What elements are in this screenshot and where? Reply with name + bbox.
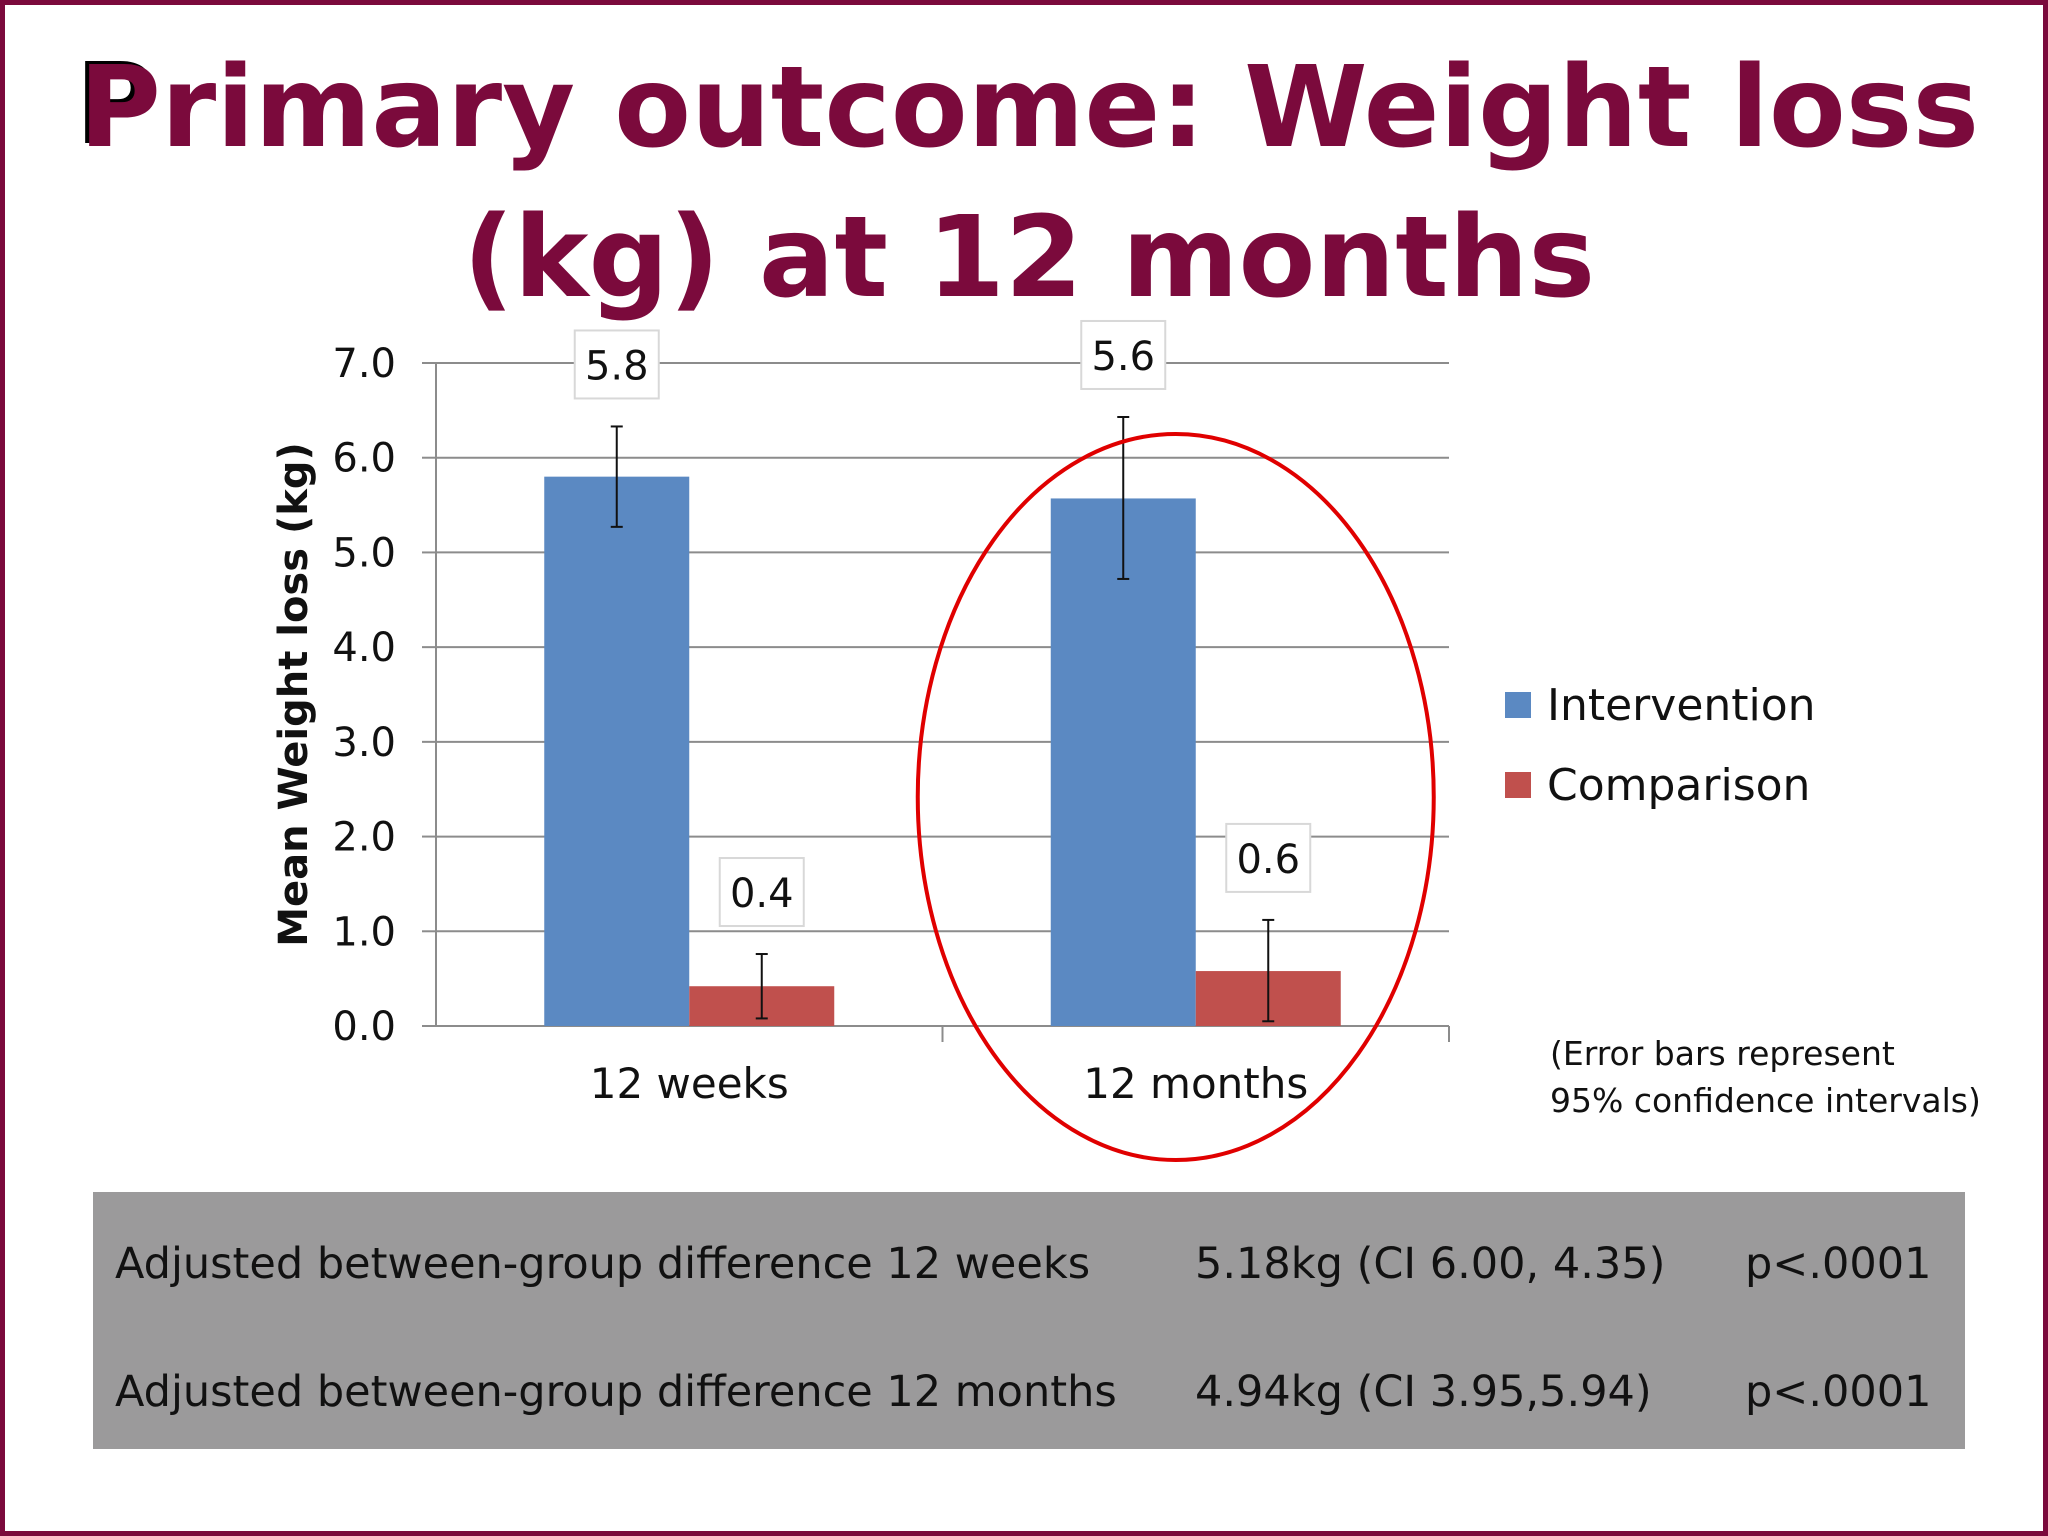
highlight-ellipse xyxy=(915,432,1436,1162)
legend-item-intervention: Intervention xyxy=(1505,665,1816,745)
y-tick-label: 1.0 xyxy=(332,909,396,955)
data-label-box xyxy=(718,857,805,928)
stats-label: Adjusted between-group difference 12 mon… xyxy=(115,1367,1117,1417)
bar-chart: 0.0 1.0 2.0 3.0 4.0 5.0 6.0 7.0 Mean Weight loss… xyxy=(271,319,1450,1162)
stats-row-12-months: Adjusted between-group difference 12 mon… xyxy=(93,1352,1965,1432)
data-label-box xyxy=(573,329,660,400)
data-label: 0.6 xyxy=(1236,837,1300,883)
title-line-1: Primary outcome: Weight loss xyxy=(5,33,2048,183)
stats-value: 4.94kg (CI 3.95,5.94) xyxy=(1195,1367,1652,1417)
y-tick-label: 6.0 xyxy=(332,436,396,482)
legend-swatch-comparison xyxy=(1505,772,1531,798)
title-first-letter: P xyxy=(78,43,161,173)
title-line-1-text: rimary outcome: Weight loss xyxy=(160,43,1980,173)
stats-p-value: p<.0001 xyxy=(1745,1367,1932,1417)
slide-title: Primary outcome: Weight loss (kg) at 12 … xyxy=(5,33,2048,333)
data-label: 5.6 xyxy=(1091,334,1155,380)
x-tick-label: 12 weeks xyxy=(590,1059,789,1108)
error-bar-note-line-1: (Error bars represent xyxy=(1550,1034,1895,1073)
legend-swatch-intervention xyxy=(1505,692,1531,718)
data-label: 5.8 xyxy=(585,343,649,389)
stats-label: Adjusted between-group difference 12 wee… xyxy=(115,1239,1091,1289)
stats-table: Adjusted between-group difference 12 wee… xyxy=(93,1192,1965,1449)
legend-label-comparison: Comparison xyxy=(1547,759,1811,811)
error-bar-note: (Error bars represent 95% confidence int… xyxy=(1550,1030,1981,1124)
stats-value: 5.18kg (CI 6.00, 4.35) xyxy=(1195,1239,1666,1289)
data-label-box xyxy=(1080,319,1167,390)
bar-intervention xyxy=(544,476,690,1027)
error-bar-note-line-2: 95% confidence intervals) xyxy=(1550,1081,1981,1120)
title-line-2: (kg) at 12 months xyxy=(462,193,1596,323)
y-axis-title: Mean Weight loss (kg) xyxy=(271,442,317,947)
y-tick-label: 0.0 xyxy=(332,1004,396,1050)
stats-row-12-weeks: Adjusted between-group difference 12 wee… xyxy=(93,1224,1965,1304)
legend-item-comparison: Comparison xyxy=(1505,745,1816,825)
data-label-box xyxy=(1225,822,1312,893)
y-tick-label: 7.0 xyxy=(332,341,396,387)
y-tick-label: 4.0 xyxy=(332,625,396,671)
y-tick-label: 3.0 xyxy=(332,720,396,766)
chart-legend: Intervention Comparison xyxy=(1505,665,1816,825)
legend-label-intervention: Intervention xyxy=(1547,679,1816,731)
data-label: 0.4 xyxy=(730,871,794,917)
y-tick-label: 2.0 xyxy=(332,815,396,861)
x-tick-label: 12 months xyxy=(1083,1059,1308,1108)
bar-intervention xyxy=(1050,498,1196,1027)
y-tick-label: 5.0 xyxy=(332,530,396,576)
stats-p-value: p<.0001 xyxy=(1745,1239,1932,1289)
